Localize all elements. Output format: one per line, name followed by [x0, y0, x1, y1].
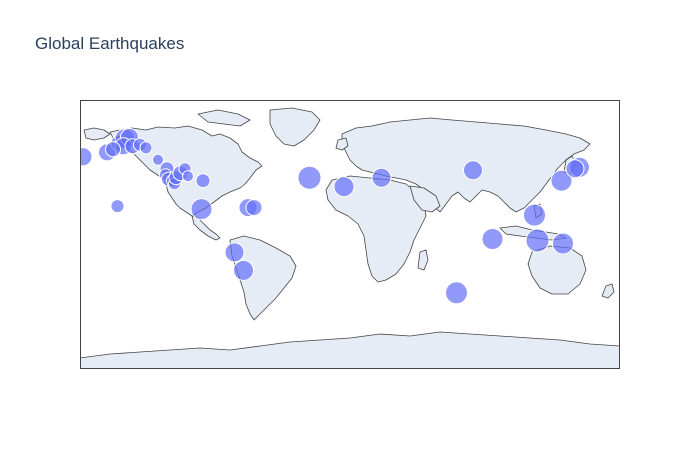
- chart-title: Global Earthquakes: [35, 34, 185, 53]
- earthquake-marker[interactable]: [550, 169, 573, 192]
- landmass-madagascar: [417, 249, 429, 271]
- landmass-british-isles: [335, 137, 349, 151]
- earthquake-marker[interactable]: [333, 176, 355, 198]
- earthquake-marker[interactable]: [565, 159, 585, 179]
- earthquake-marker[interactable]: [80, 147, 93, 167]
- landmass-central-america: [191, 215, 221, 241]
- earthquake-marker[interactable]: [110, 199, 125, 214]
- earthquake-marker[interactable]: [190, 198, 213, 221]
- earthquake-marker[interactable]: [195, 173, 211, 189]
- map-frame: [80, 100, 620, 369]
- landmass-greenland: [269, 107, 321, 147]
- earthquake-marker[interactable]: [445, 281, 468, 305]
- earthquake-marker[interactable]: [523, 203, 546, 227]
- earthquake-marker[interactable]: [139, 141, 153, 155]
- map-plot-area[interactable]: [80, 100, 620, 369]
- landmass-arabia: [409, 185, 441, 213]
- earthquake-marker[interactable]: [297, 165, 322, 190]
- landmass-africa: [325, 175, 427, 283]
- earthquake-marker[interactable]: [105, 141, 121, 158]
- land-layer: [80, 107, 620, 369]
- world-map[interactable]: [80, 100, 620, 369]
- earthquake-marker[interactable]: [371, 167, 392, 188]
- earthquake-marker[interactable]: [525, 228, 550, 253]
- earthquake-marker[interactable]: [224, 242, 245, 263]
- earthquake-marker[interactable]: [552, 232, 574, 255]
- earthquake-marker[interactable]: [233, 259, 254, 281]
- earthquake-marker[interactable]: [152, 153, 164, 166]
- earthquake-marker[interactable]: [245, 199, 263, 217]
- landmass-alaska: [83, 127, 111, 141]
- earthquake-marker[interactable]: [182, 170, 194, 183]
- landmass-new-zealand: [601, 283, 615, 299]
- earthquake-marker[interactable]: [481, 228, 504, 250]
- landmass-antarctica: [80, 331, 620, 369]
- earthquake-marker[interactable]: [463, 160, 483, 181]
- landmass-arctic-islands: [197, 109, 251, 127]
- earthquake-markers[interactable]: [80, 127, 590, 305]
